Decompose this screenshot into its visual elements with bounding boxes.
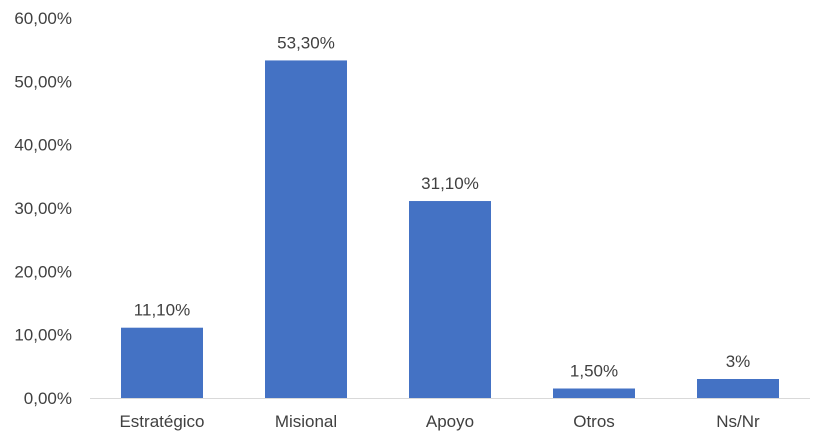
- data-labels: 11,10% 53,30% 31,10% 1,50% 3%: [134, 33, 750, 380]
- x-tick-label: Otros: [573, 412, 615, 431]
- bar: [265, 60, 347, 398]
- x-tick-label: Estratégico: [119, 412, 204, 431]
- data-label: 11,10%: [134, 301, 190, 320]
- bars: [121, 60, 779, 398]
- y-axis-ticks: 0,00% 10,00% 20,00% 30,00% 40,00% 50,00% 60,00…: [14, 9, 72, 408]
- category-labels: Estratégico Misional Apoyo Otros Ns/Nr: [119, 412, 760, 431]
- data-label: 1,50%: [570, 362, 618, 381]
- data-label: 53,30%: [277, 33, 335, 52]
- bar: [697, 379, 779, 398]
- y-tick-label: 60,00%: [14, 9, 72, 28]
- y-tick-label: 20,00%: [14, 262, 72, 281]
- y-tick-label: 40,00%: [14, 136, 72, 155]
- y-tick-label: 0,00%: [24, 389, 72, 408]
- bar: [409, 201, 491, 398]
- x-tick-label: Apoyo: [426, 412, 474, 431]
- bar: [553, 388, 635, 398]
- x-tick-label: Ns/Nr: [716, 412, 760, 431]
- data-label: 3%: [726, 352, 751, 371]
- y-tick-label: 50,00%: [14, 72, 72, 91]
- x-tick-label: Misional: [275, 412, 337, 431]
- data-label: 31,10%: [421, 174, 479, 193]
- y-tick-label: 10,00%: [14, 326, 72, 345]
- bar: [121, 327, 203, 398]
- y-tick-label: 30,00%: [14, 199, 72, 218]
